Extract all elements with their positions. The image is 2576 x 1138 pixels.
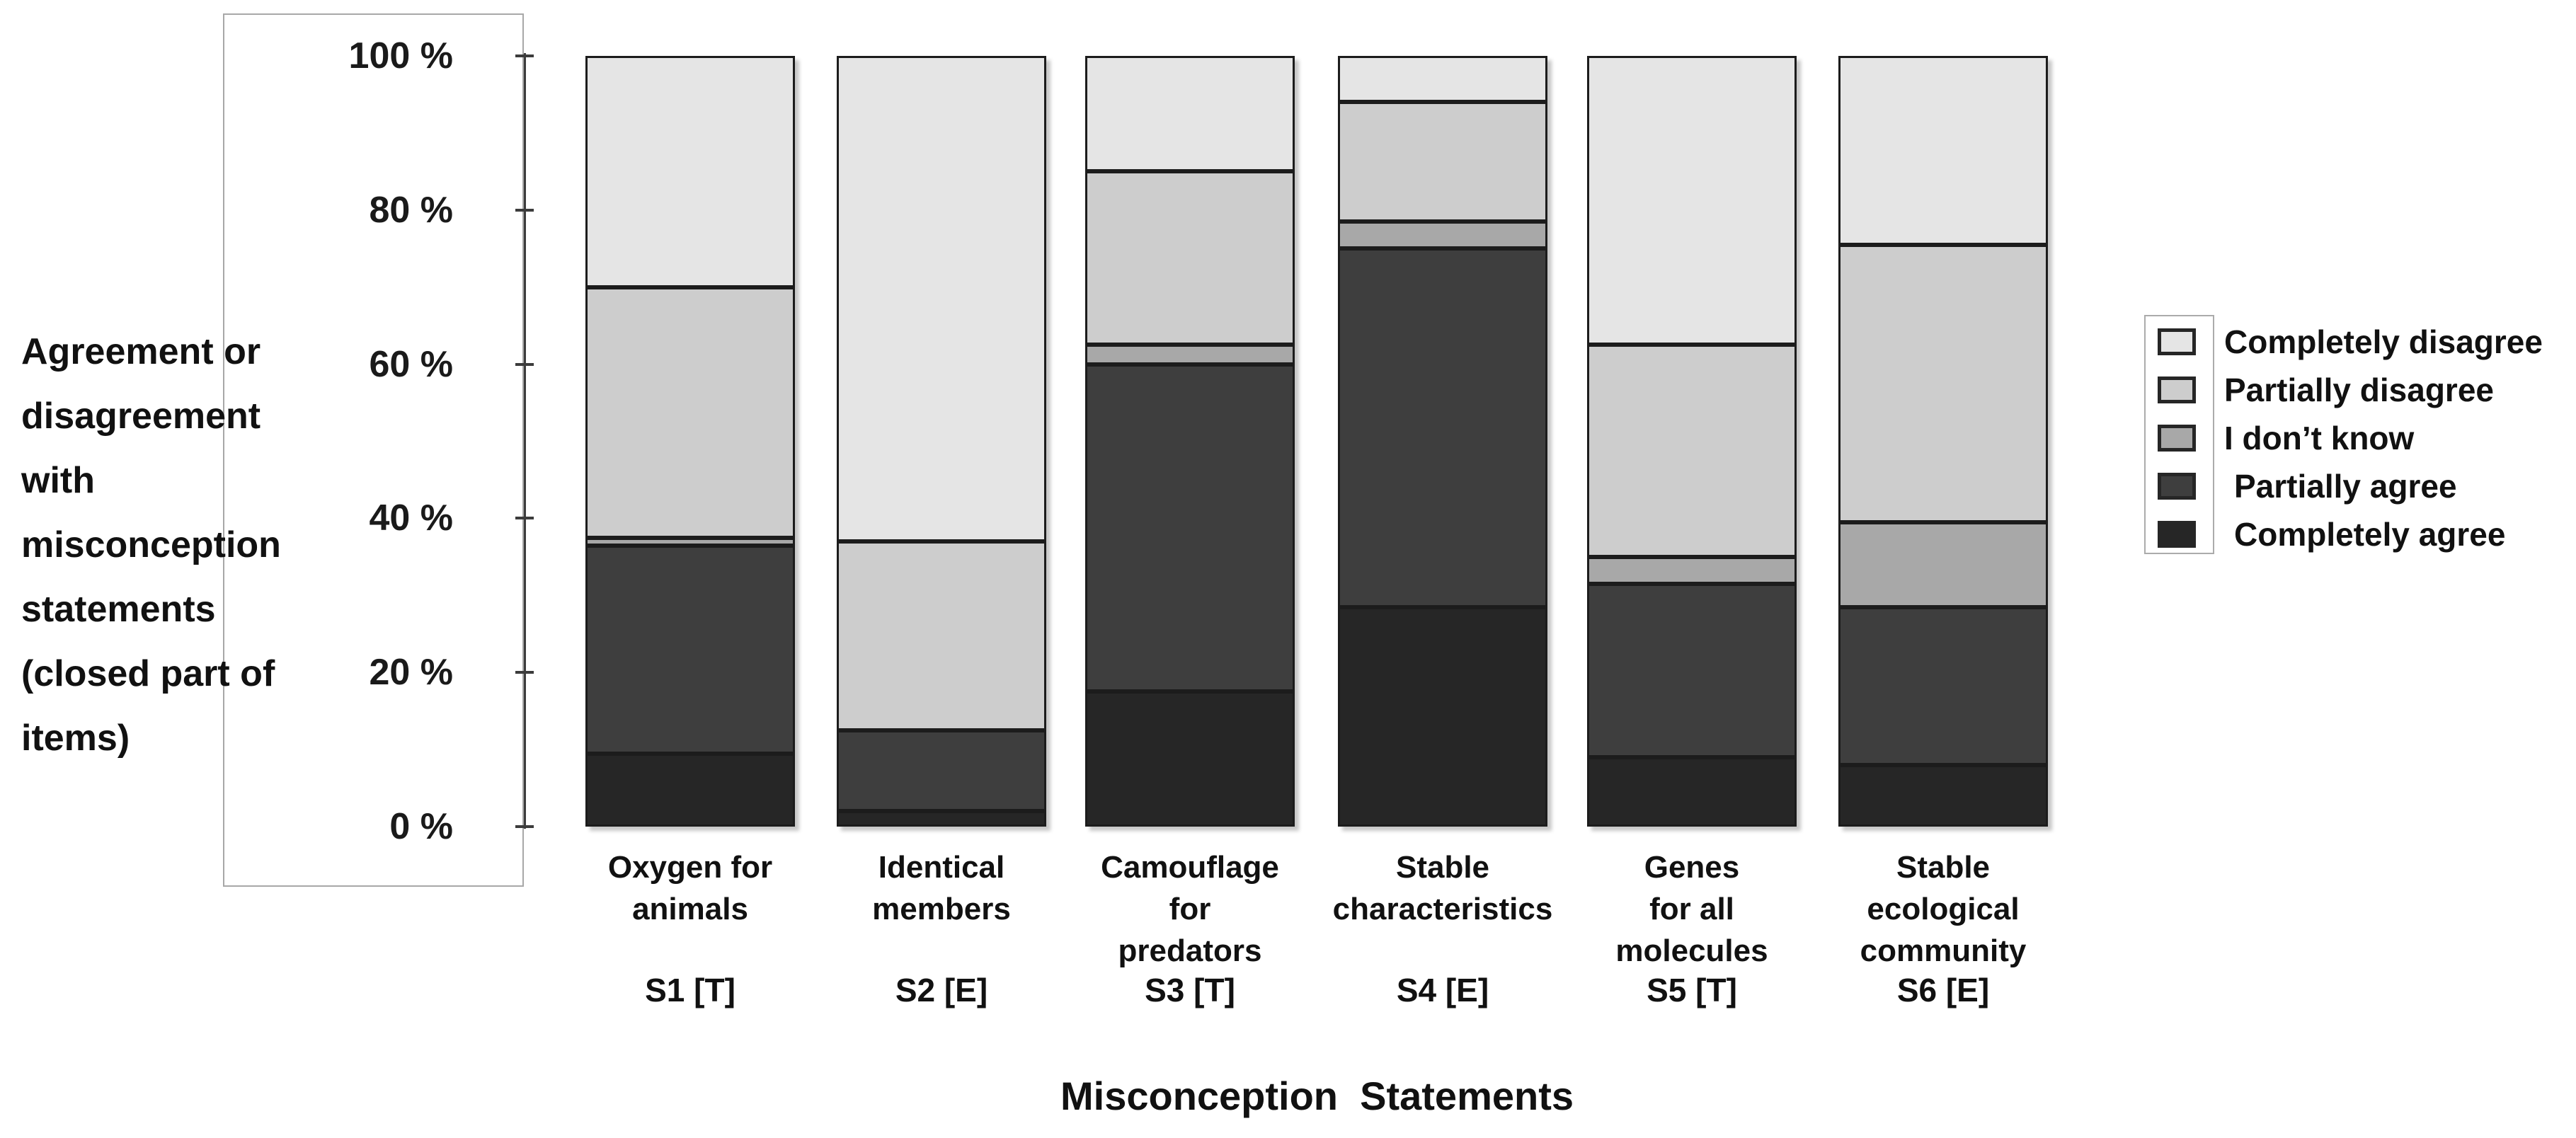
y-tick-mark: [515, 825, 534, 828]
bar-segment: [1587, 345, 1797, 557]
y-axis-title: Agreement or disagreement with misconceptio…: [21, 320, 347, 771]
bar-segment: [1085, 364, 1295, 692]
legend-label: Completely agree: [2234, 516, 2506, 553]
y-tick-label: 60 %: [369, 343, 453, 385]
stacked-bar: [585, 56, 795, 827]
y-axis-title-line: (closed part of: [21, 653, 275, 694]
legend-swatch: [2158, 473, 2196, 500]
category-code: S2 [E]: [895, 972, 988, 1008]
y-tick-label: 40 %: [369, 498, 453, 539]
legend-swatch: [2158, 328, 2196, 355]
y-axis-title-line: with: [21, 460, 95, 501]
y-tick-mark: [515, 671, 534, 674]
category-label-line: Stable: [1896, 850, 1991, 885]
bar-segment: [1838, 244, 2048, 522]
legend-label: Partially disagree: [2224, 372, 2494, 408]
stacked-bar: [1338, 56, 1547, 827]
bar-segment: [1338, 56, 1547, 103]
bar-segment: [1085, 56, 1295, 172]
bar-segment: [1587, 757, 1797, 827]
legend-label: Completely disagree: [2224, 323, 2543, 360]
category-label-line: community: [1860, 933, 2027, 968]
y-tick-label: 0 %: [389, 806, 453, 847]
category-code: S3 [T]: [1145, 972, 1235, 1008]
category-label-line: Stable: [1395, 850, 1490, 885]
y-axis-title-line: items): [21, 718, 130, 759]
bar-segment: [1838, 56, 2048, 245]
stacked-bar: [837, 56, 1046, 827]
bar-segment: [1338, 222, 1547, 249]
category-code: S4 [E]: [1396, 972, 1489, 1008]
bar-segment: [1338, 248, 1547, 607]
category-label-line: for: [1169, 892, 1211, 926]
category-code: S6 [E]: [1896, 972, 1990, 1008]
y-axis-title-line: misconception: [21, 524, 281, 565]
category-label-line: ecological: [1867, 892, 2020, 926]
y-axis-title-line: Agreement or: [21, 331, 261, 372]
category-label-line: Camouflage: [1101, 850, 1279, 885]
bar-segment: [1085, 691, 1295, 827]
category-label: Camouflage for predators: [1041, 846, 1339, 972]
bar-segment: [1085, 171, 1295, 345]
y-tick-label: 20 %: [369, 652, 453, 694]
category-label: Genes for all molecules: [1543, 846, 1841, 972]
bar-segment: [1838, 764, 2048, 827]
category-label-line: Oxygen for: [607, 850, 773, 885]
bar-segment: [837, 730, 1046, 812]
x-axis-title: Misconception Statements: [1060, 1074, 1574, 1118]
bar-segment: [1338, 607, 1547, 827]
bar-segment: [585, 753, 795, 827]
y-tick-mark: [515, 54, 534, 57]
y-axis-label-box: [223, 13, 524, 887]
legend-swatch: [2158, 521, 2196, 548]
bar-segment: [1838, 607, 2048, 765]
bar-segment: [837, 811, 1046, 827]
category-label-line: animals: [632, 892, 748, 926]
category-label-line: characteristics: [1332, 892, 1553, 926]
y-tick-mark: [515, 208, 534, 212]
category-label: Oxygen for animals: [542, 846, 839, 930]
category-label-line: for all: [1649, 892, 1734, 926]
legend-label: Partially agree: [2234, 468, 2457, 505]
bar-segment: [1085, 345, 1295, 364]
category-label-line: members: [872, 892, 1011, 926]
bar-segment: [1587, 56, 1797, 345]
y-tick-mark: [515, 517, 534, 520]
bar-segment: [837, 56, 1046, 542]
category-label: Identical members: [793, 846, 1090, 930]
y-axis-line: [524, 53, 526, 829]
category-label-line: Identical: [878, 850, 1005, 885]
bar-segment: [1587, 556, 1797, 584]
y-tick-label: 100 %: [348, 35, 453, 76]
stacked-bar: [1587, 56, 1797, 827]
category-code: S1 [T]: [645, 972, 735, 1008]
bar-segment: [1338, 102, 1547, 222]
legend-swatch: [2158, 377, 2196, 403]
stacked-bar: [1085, 56, 1295, 827]
bar-segment: [585, 56, 795, 287]
y-tick-mark: [515, 362, 534, 366]
bar-segment: [585, 545, 795, 754]
bar-segment: [1838, 522, 2048, 607]
bar-segment: [837, 541, 1046, 730]
legend-label: I don’t know: [2224, 420, 2415, 456]
category-label-line: predators: [1118, 933, 1262, 968]
y-axis-title-line: statements: [21, 589, 216, 630]
category-label: Stable characteristics: [1294, 846, 1591, 930]
category-code: S5 [T]: [1647, 972, 1737, 1008]
legend-swatch: [2158, 425, 2196, 452]
category-label: Stable ecological community: [1794, 846, 2092, 972]
category-label-line: molecules: [1615, 933, 1768, 968]
y-tick-label: 80 %: [369, 189, 453, 231]
category-label-line: Genes: [1644, 850, 1740, 885]
bar-segment: [585, 287, 795, 538]
bar-segment: [585, 537, 795, 546]
bar-segment: [1587, 583, 1797, 757]
stacked-bar: [1838, 56, 2048, 827]
y-axis-title-line: disagreement: [21, 396, 261, 437]
